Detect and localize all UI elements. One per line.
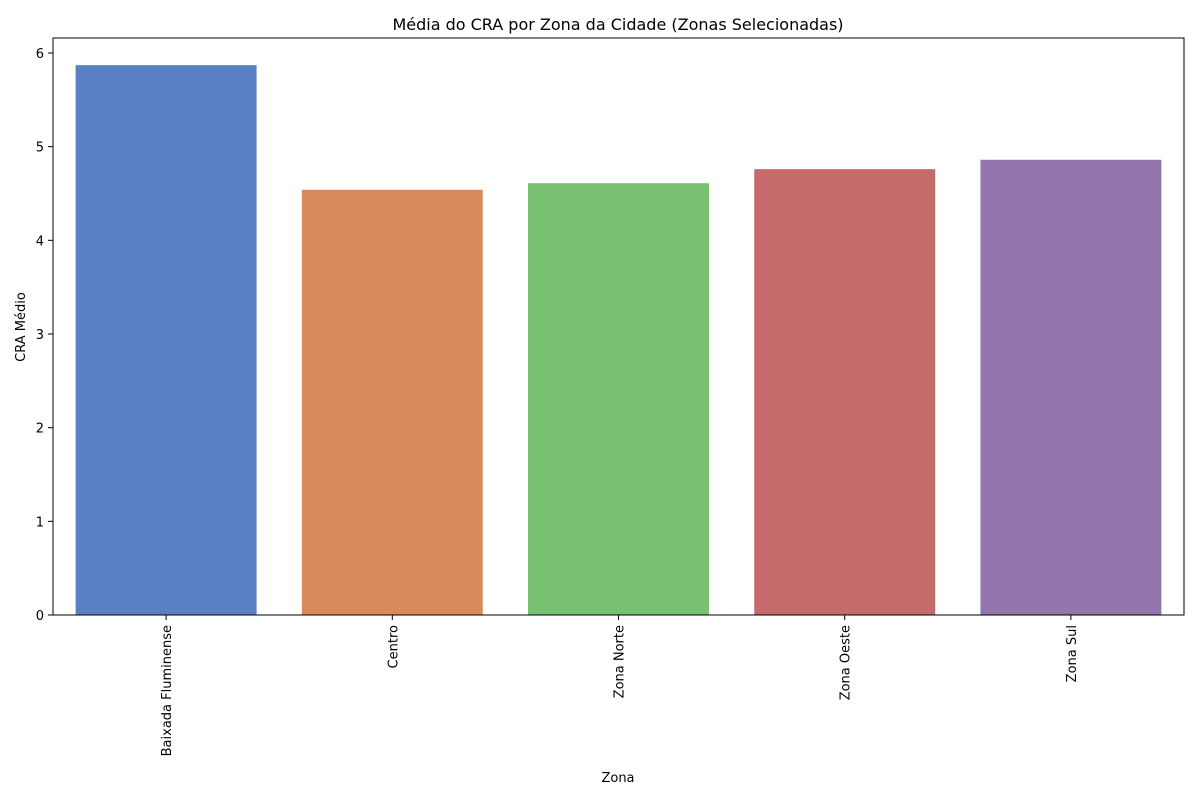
bar-zona-oeste xyxy=(754,169,936,616)
y-tick-label: 2 xyxy=(36,422,44,437)
x-axis: Baixada Fluminense Centro Zona Norte Zona O… xyxy=(160,615,1080,756)
plot-frame xyxy=(52,37,1185,616)
bar-baixada-fluminense xyxy=(75,65,257,616)
y-tick-label: 4 xyxy=(36,234,44,249)
x-tick-label: Zona Sul xyxy=(1065,625,1080,682)
chart-title: Média do CRA por Zona da Cidade (Zonas S… xyxy=(392,15,843,34)
y-tick-label: 0 xyxy=(36,609,44,624)
bars-group xyxy=(75,65,1162,616)
bar-zona-sul xyxy=(980,159,1162,616)
y-tick-label: 3 xyxy=(36,328,44,343)
y-tick-label: 6 xyxy=(36,47,44,62)
x-tick-label: Zona Norte xyxy=(613,625,628,698)
x-tick-label: Zona Oeste xyxy=(839,625,854,700)
y-tick-label: 1 xyxy=(36,515,44,530)
y-axis-label: CRA Médio xyxy=(14,292,29,362)
bar-zona-norte xyxy=(528,183,709,615)
x-tick-label: Centro xyxy=(386,625,401,668)
x-axis-label: Zona xyxy=(601,771,634,786)
x-tick-label: Baixada Fluminense xyxy=(160,625,175,756)
y-tick-label: 5 xyxy=(36,141,44,156)
bar-centro xyxy=(301,189,483,615)
y-axis: 0 1 2 3 4 5 6 xyxy=(36,47,53,624)
